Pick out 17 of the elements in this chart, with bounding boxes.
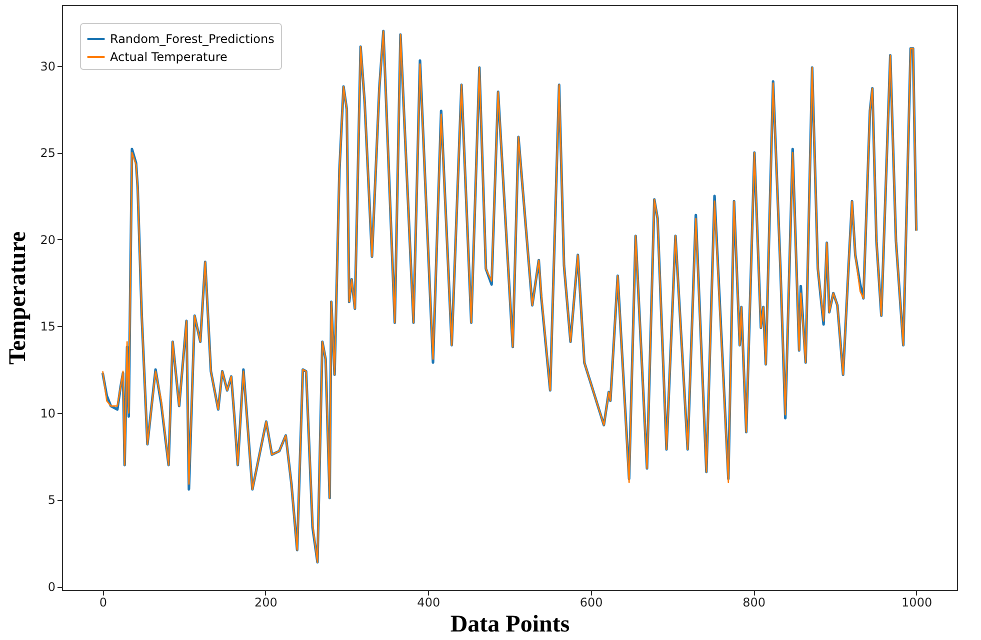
x-tick-label: 1000 xyxy=(902,596,932,610)
legend-label: Random_Forest_Predictions xyxy=(110,32,274,46)
x-axis-title: Data Points xyxy=(450,612,570,638)
x-tick-label: 600 xyxy=(580,596,603,610)
y-tick-label: 30 xyxy=(40,59,56,74)
x-tick-label: 0 xyxy=(99,596,107,610)
y-tick-label: 15 xyxy=(40,320,56,334)
x-tick-label: 400 xyxy=(417,596,440,610)
y-tick-label: 5 xyxy=(48,493,56,508)
x-tick-label: 200 xyxy=(254,596,278,610)
y-axis-title: Temperature xyxy=(5,230,32,365)
y-tick-label: 25 xyxy=(40,146,56,160)
x-tick-label: 800 xyxy=(742,596,766,610)
y-tick-label: 0 xyxy=(48,580,56,594)
y-tick-label: 20 xyxy=(40,232,56,247)
legend-label: Actual Temperature xyxy=(110,50,228,64)
y-tick-label: 10 xyxy=(40,406,56,420)
